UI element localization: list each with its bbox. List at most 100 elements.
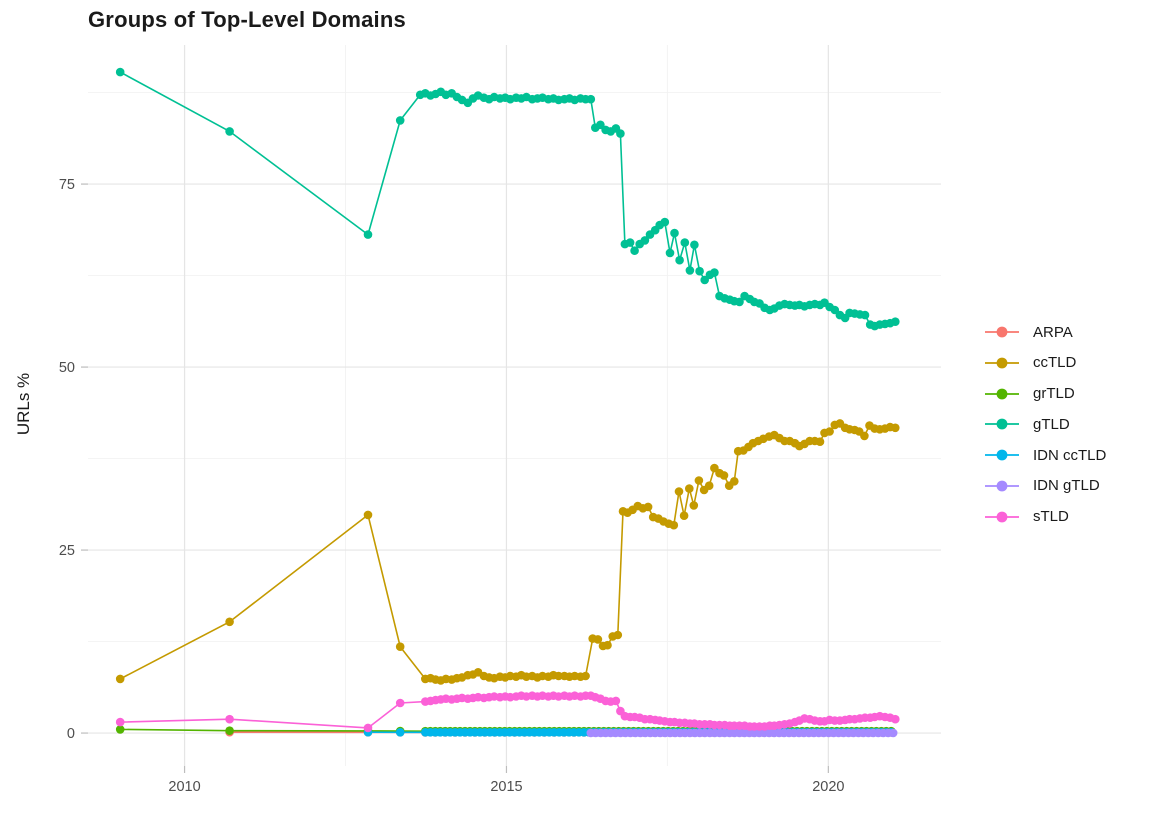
- legend-key-icon: [985, 511, 1019, 523]
- data-point: [593, 635, 603, 644]
- data-point: [679, 511, 689, 520]
- legend-key-dot: [996, 449, 1008, 461]
- data-point: [586, 94, 596, 104]
- data-point: [888, 728, 898, 738]
- data-point: [616, 129, 625, 138]
- data-point: [363, 230, 373, 239]
- legend-item-label: IDN gTLD: [1033, 477, 1100, 495]
- data-point: [363, 510, 373, 520]
- data-point: [700, 275, 709, 285]
- data-point: [613, 630, 623, 640]
- series-lines: [119, 71, 896, 734]
- data-point: [225, 726, 234, 735]
- data-point: [665, 248, 675, 258]
- data-point: [225, 127, 234, 136]
- legend-item-stld: sTLD: [984, 508, 1106, 526]
- legend-key-icon: [985, 480, 1019, 492]
- data-point: [891, 714, 900, 724]
- y-tick-label: 75: [59, 177, 75, 193]
- data-point: [860, 431, 869, 441]
- data-point: [660, 217, 670, 227]
- data-point: [719, 471, 729, 480]
- axis-tick-marks: [81, 183, 829, 773]
- data-point: [395, 698, 405, 708]
- series-points-gtld: [115, 67, 900, 331]
- series-points-stld: [115, 691, 900, 733]
- data-point: [685, 266, 695, 275]
- x-tick-label: 2015: [490, 779, 522, 795]
- data-point: [225, 617, 234, 627]
- data-point: [115, 674, 125, 684]
- legend-key-dot: [996, 388, 1008, 399]
- y-axis-title: URLs %: [14, 372, 33, 436]
- data-point: [685, 484, 694, 493]
- y-tick-label: 0: [67, 726, 75, 742]
- data-point: [611, 696, 621, 706]
- data-point: [395, 642, 405, 651]
- data-point: [643, 502, 653, 512]
- legend-item-label: gTLD: [1033, 415, 1070, 433]
- data-point: [694, 476, 704, 485]
- chart-title: Groups of Top-Level Domains: [88, 7, 406, 32]
- legend-key-icon: [985, 357, 1019, 369]
- gridlines-major: [88, 45, 941, 766]
- data-point: [670, 228, 679, 238]
- y-tick-label: 25: [59, 543, 75, 559]
- data-point: [710, 268, 719, 277]
- data-point: [735, 297, 744, 307]
- data-point: [625, 238, 635, 247]
- data-point: [825, 427, 834, 436]
- legend-item-idn-gtld: IDN gTLD: [984, 477, 1106, 495]
- legend-key-icon: [985, 449, 1019, 461]
- data-point: [581, 671, 590, 681]
- x-tick-label: 2020: [812, 779, 844, 795]
- legend-item-label: grTLD: [1033, 385, 1075, 403]
- data-point: [730, 477, 739, 486]
- data-point: [640, 236, 650, 245]
- series-points: [115, 67, 900, 738]
- legend-item-label: sTLD: [1033, 508, 1069, 526]
- legend-key-dot: [996, 480, 1008, 492]
- legend-key-icon: [985, 388, 1019, 399]
- legend-item-cctld: ccTLD: [984, 354, 1106, 372]
- gridlines-minor: [88, 45, 941, 766]
- data-point: [675, 255, 684, 265]
- data-point: [860, 310, 870, 320]
- series-line-gtld: [119, 71, 896, 327]
- data-point: [891, 423, 900, 433]
- data-point: [395, 728, 405, 737]
- data-point: [704, 481, 714, 491]
- y-tick-label: 50: [59, 360, 75, 376]
- legend-item-label: IDN ccTLD: [1033, 446, 1107, 464]
- data-point: [689, 501, 699, 510]
- data-point: [115, 67, 125, 77]
- series-points-cctld: [115, 419, 900, 685]
- data-point: [363, 723, 373, 733]
- legend-key-dot: [996, 511, 1008, 523]
- legend-item-label: ARPA: [1033, 323, 1073, 341]
- x-tick-label: 2010: [168, 779, 200, 795]
- legend-item-idn-cctld: IDN ccTLD: [984, 446, 1106, 464]
- x-axis-tick-labels: 2010 2015 2020: [168, 779, 844, 795]
- legend-key-icon: [985, 418, 1019, 430]
- legend-item-arpa: ARPA: [984, 323, 1106, 341]
- legend-item-gtld: gTLD: [984, 415, 1106, 433]
- legend-item-label: ccTLD: [1033, 354, 1077, 372]
- legend-key-dot: [996, 326, 1008, 338]
- data-point: [680, 238, 690, 247]
- data-point: [690, 240, 699, 250]
- data-point: [603, 640, 612, 650]
- data-point: [115, 717, 125, 727]
- data-point: [891, 317, 900, 327]
- data-point: [695, 266, 704, 276]
- data-point: [395, 116, 405, 125]
- data-point: [815, 437, 825, 447]
- legend-key-dot: [996, 357, 1008, 369]
- data-point: [669, 520, 679, 530]
- series-points-idn-gtld: [586, 728, 898, 738]
- data-point: [115, 725, 125, 734]
- data-point: [630, 246, 639, 255]
- legend: ARPA ccTLD grTLD gTLD IDN ccTLD IDN gTLD sTLD: [984, 323, 1106, 539]
